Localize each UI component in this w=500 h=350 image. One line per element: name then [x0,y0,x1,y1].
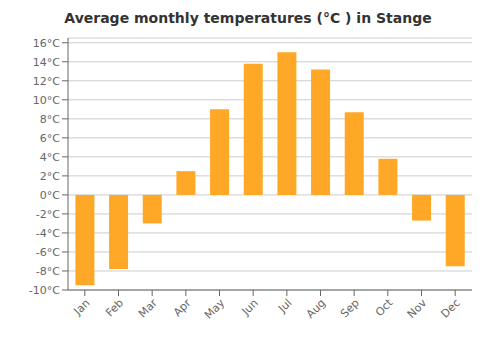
html-text:Average monthly temperatures (: Average monthly temperatures (°C ) in St… [64,10,432,26]
svg-text:Nov: Nov [405,296,430,321]
svg-text:16°C: 16°C [33,37,60,50]
svg-text:Dec: Dec [439,296,463,320]
svg-text:2°C: 2°C [40,170,60,183]
svg-text:Mar: Mar [136,296,160,320]
svg-text:Apr: Apr [171,296,194,319]
svg-text:Aug: Aug [304,296,328,320]
svg-text:-10°C: -10°C [29,284,60,297]
svg-text:14°C: 14°C [33,56,60,69]
svg-text:6°C: 6°C [40,132,60,145]
svg-text:Jul: Jul [275,296,294,315]
svg-text:8°C: 8°C [40,113,60,126]
svg-text:Oct: Oct [373,296,396,319]
svg-text:10°C: 10°C [33,94,60,107]
svg-text:Feb: Feb [103,296,126,319]
svg-text:12°C: 12°C [33,75,60,88]
svg-text:-4°C: -4°C [36,227,60,240]
svg-text:-2°C: -2°C [36,208,60,221]
svg-text:0°C: 0°C [40,189,60,202]
svg-text:4°C: 4°C [40,151,60,164]
svg-text:Sep: Sep [338,296,362,320]
svg-text:May: May [202,296,228,322]
svg-text:Jan: Jan [71,296,93,318]
svg-text:-6°C: -6°C [36,246,60,259]
svg-text:-8°C: -8°C [36,265,60,278]
svg-text:Jun: Jun [239,296,261,318]
